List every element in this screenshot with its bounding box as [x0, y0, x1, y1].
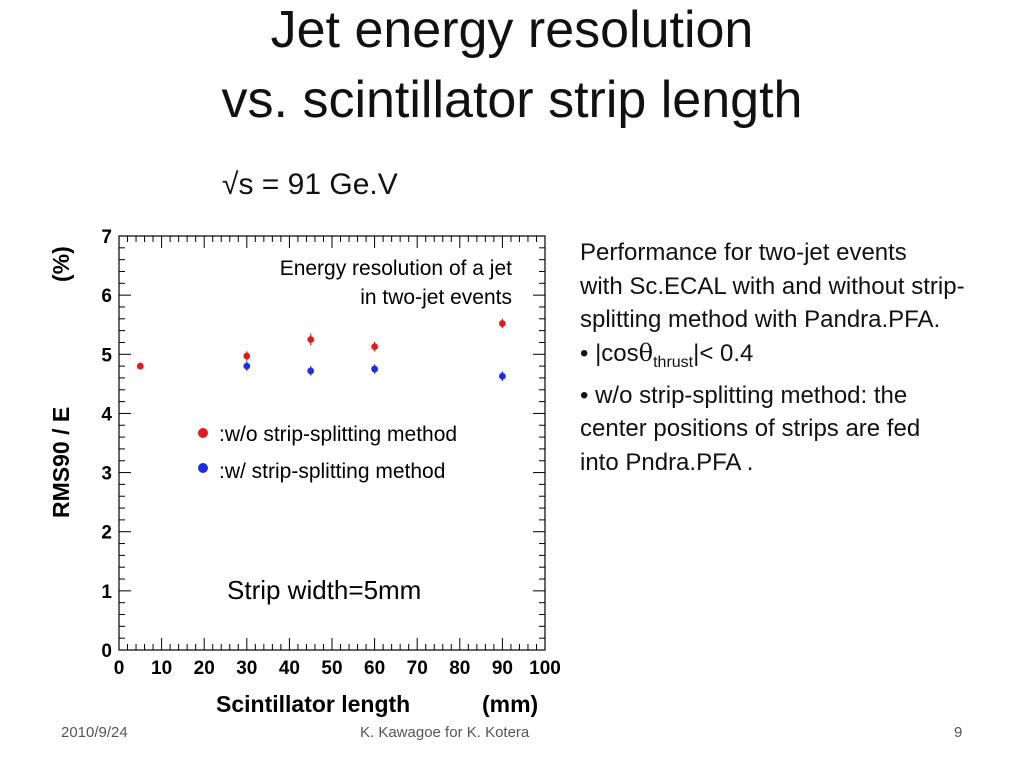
chart-annotation-line1: Energy resolution of a jet [280, 257, 512, 280]
y-tick-label: 3 [101, 464, 112, 485]
slide-title-line1: Jet energy resolution [270, 1, 754, 59]
side-description: Performance for two-jet events with Sc.E… [580, 236, 1000, 479]
data-point-w [499, 372, 506, 380]
data-point-wo [136, 362, 144, 370]
data-point-w [371, 365, 378, 373]
footer-author: K. Kawagoe for K. Kotera [360, 724, 530, 741]
footer-date: 2010/9/24 [61, 724, 128, 741]
x-axis-unit: (mm) [482, 691, 538, 717]
y-axis-title: RMS90 / E [48, 407, 74, 518]
side-line-2: with Sc.ECAL with and without strip- [580, 272, 965, 300]
y-tick-label: 0 [101, 641, 112, 662]
slide-title-line2: vs. scintillator strip length [221, 71, 803, 129]
x-tick-label: 10 [151, 658, 172, 679]
x-axis-title: Scintillator length [216, 691, 410, 717]
strip-width-note: Strip width=5mm [227, 575, 421, 605]
side-line-3: splitting method with Pandra.PFA. [580, 306, 941, 333]
side-line-1: Performance for two-jet events [580, 239, 907, 266]
y-tick-label: 4 [101, 404, 112, 425]
y-tick-label: 7 [101, 227, 112, 248]
data-point-w [243, 362, 251, 370]
side-line-5: • w/o strip-splitting method: the [580, 381, 908, 409]
bullet-cos-suffix: |< 0.4 [693, 339, 754, 367]
x-tick-label: 80 [449, 658, 470, 679]
thrust-subscript: thrust [653, 353, 694, 371]
legend-marker-wo [198, 428, 208, 438]
side-bullet-cos: • |cosθthrust|< 0.4 [580, 337, 1000, 379]
y-axis-unit: (%) [48, 246, 74, 282]
data-point-wo [499, 320, 506, 327]
data-point-wo [371, 343, 378, 350]
x-tick-label: 60 [364, 658, 385, 679]
data-point-w [307, 367, 315, 375]
data-point-wo [243, 352, 251, 360]
x-tick-label: 100 [529, 658, 561, 679]
bullet-cos-prefix: • |cos [580, 339, 639, 367]
side-line-6: center positions of strips are fed [580, 415, 921, 443]
resolution-chart: 0 10 20 30 40 50 60 70 80 90 100 0 1 2 3 4 5 6 7 Energy r… [48, 227, 561, 717]
theta-symbol: θ [638, 338, 654, 367]
legend-marker-w [198, 463, 208, 473]
energy-label: √s = 91 Ge.V [222, 168, 398, 201]
y-tick-label: 5 [101, 345, 112, 366]
legend-label-w: :w/ strip-splitting method [219, 460, 445, 483]
footer-page-number: 9 [954, 724, 963, 741]
x-tick-label: 40 [279, 658, 300, 679]
chart-annotation-line2: in two-jet events [360, 286, 512, 309]
side-line-7: into Pndra.PFA . [580, 448, 754, 476]
y-tick-label: 1 [101, 582, 112, 603]
x-tick-label: 50 [321, 658, 342, 679]
x-tick-label: 70 [407, 658, 428, 679]
x-tick-label: 90 [492, 658, 513, 679]
x-tick-label: 30 [236, 658, 257, 679]
legend-label-wo: :w/o strip-splitting method [219, 423, 457, 446]
x-tick-label: 20 [194, 658, 215, 679]
y-tick-label: 2 [101, 523, 112, 544]
x-tick-label: 0 [114, 658, 125, 679]
y-tick-label: 6 [101, 286, 112, 307]
data-point-wo [307, 336, 315, 343]
